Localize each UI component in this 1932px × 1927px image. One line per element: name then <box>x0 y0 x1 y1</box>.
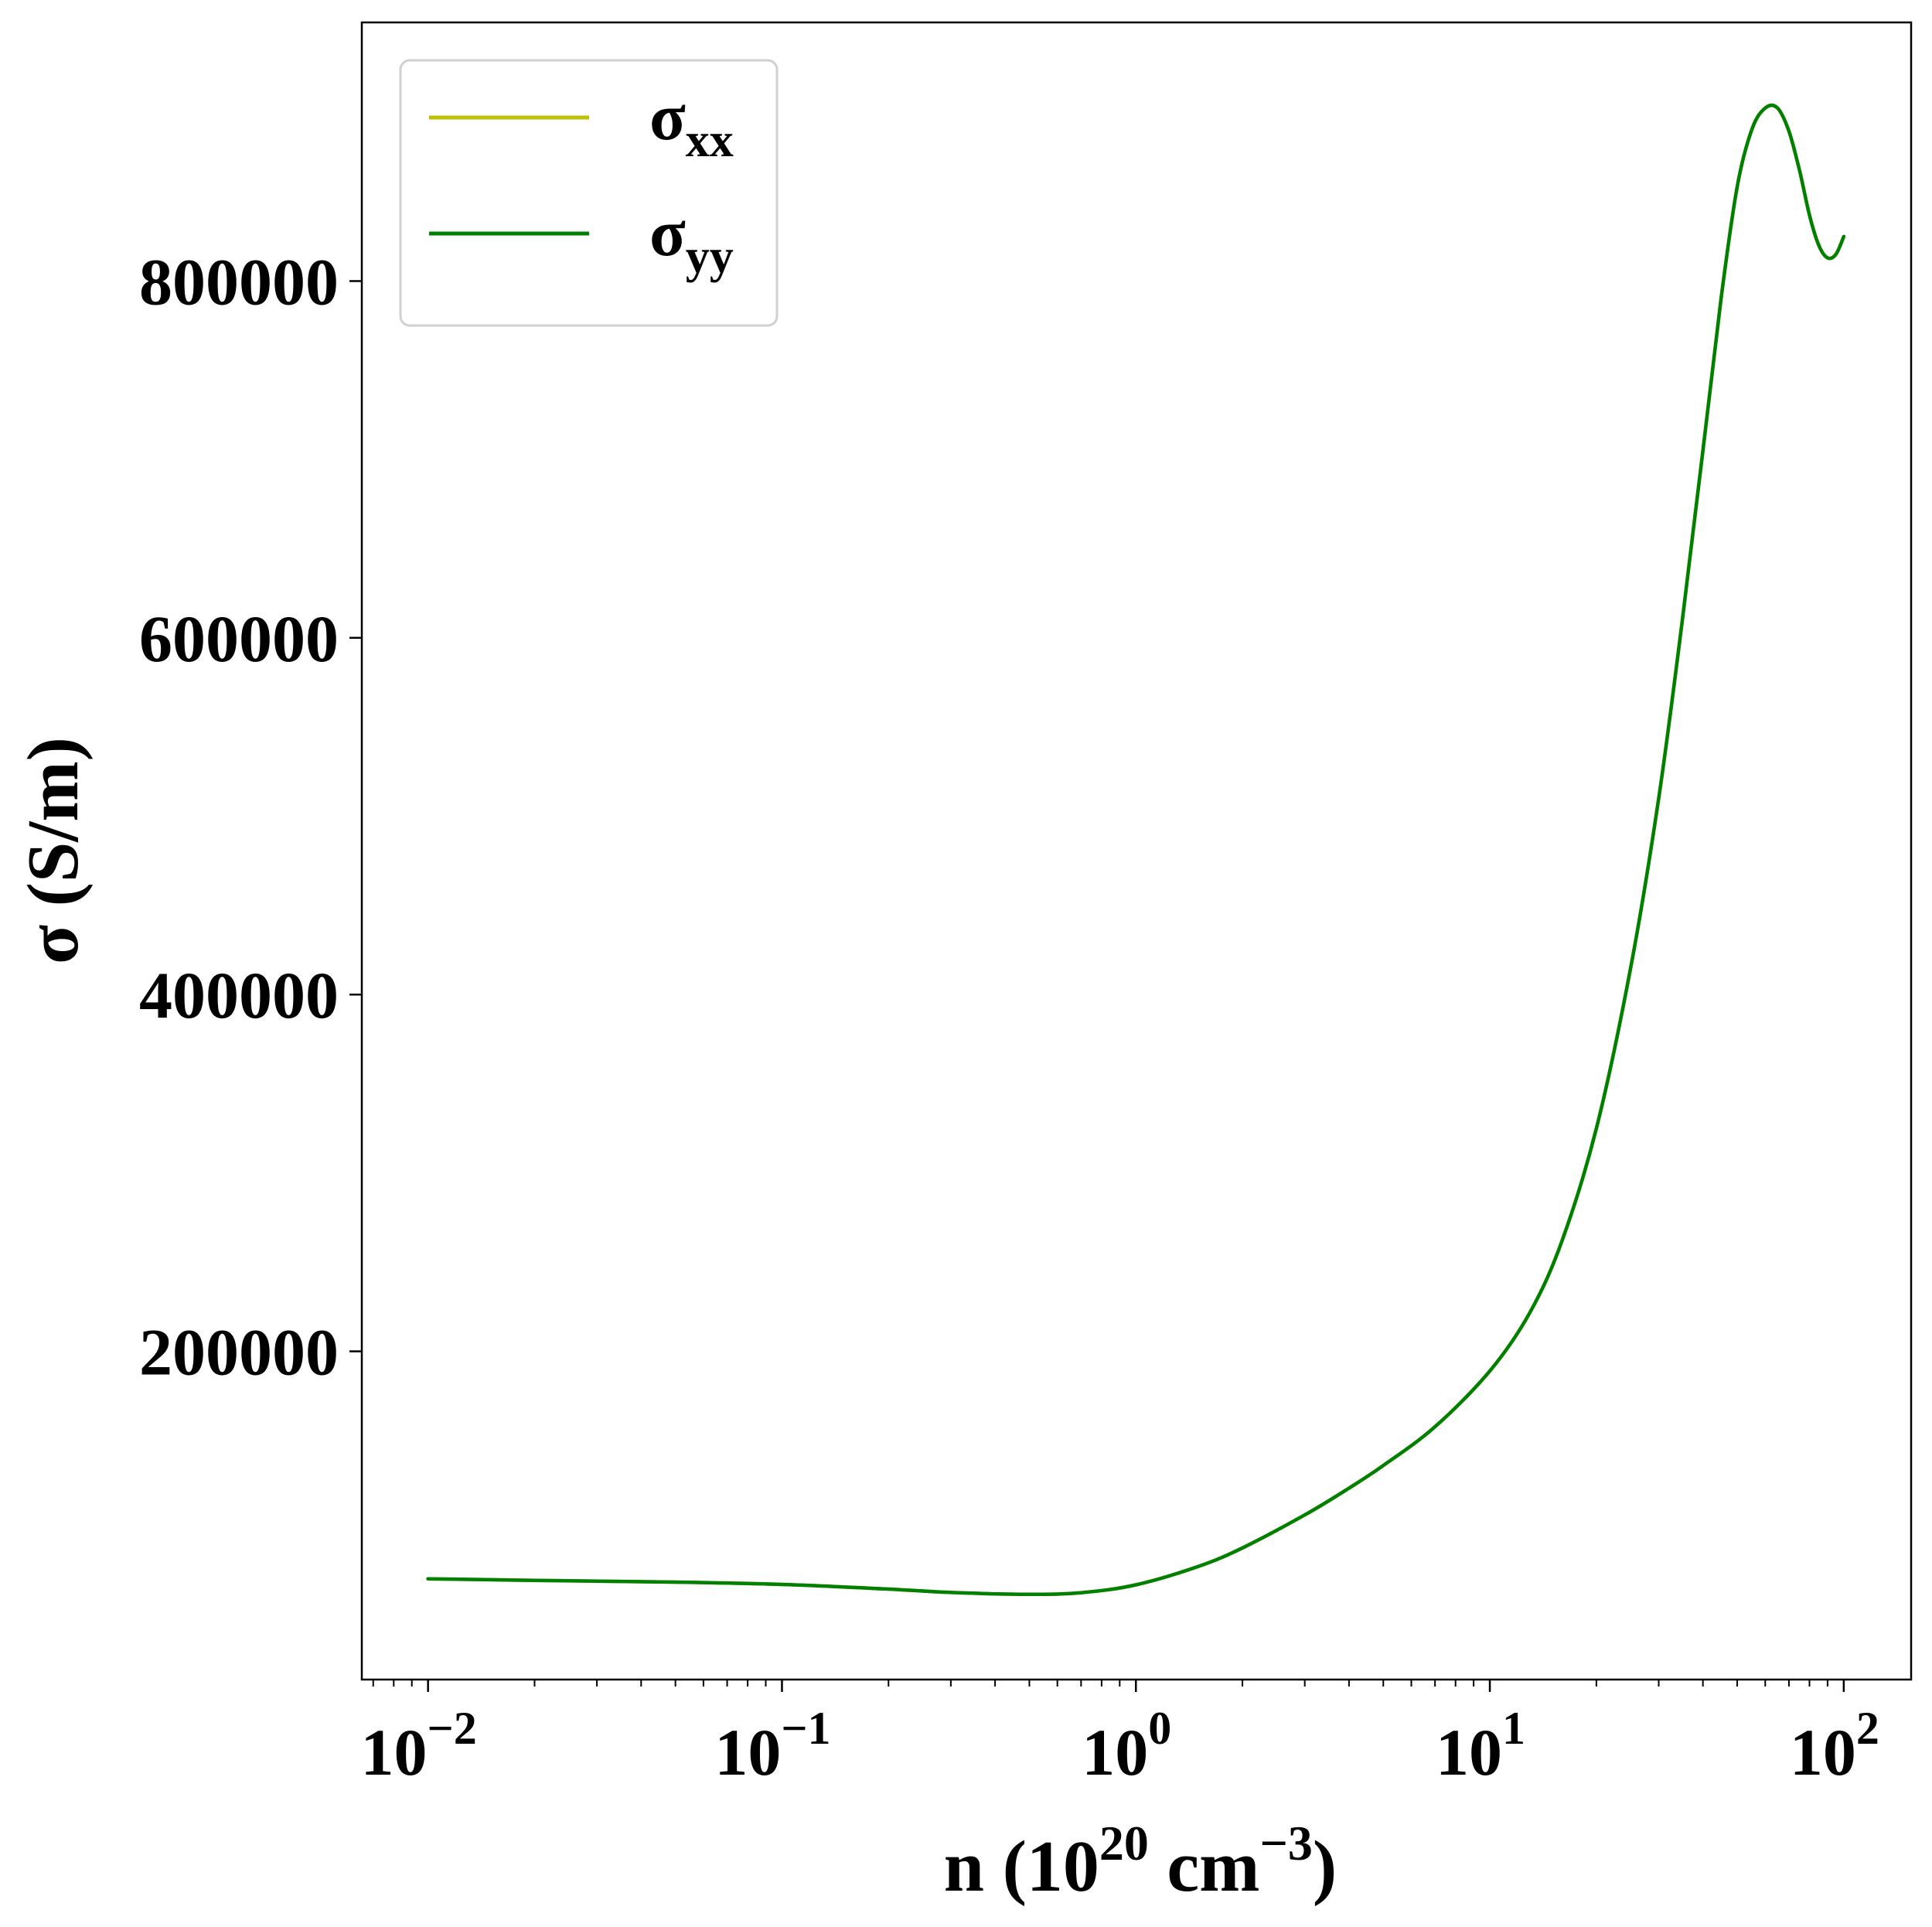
x-tick-label-exponent: 2 <box>1856 1703 1879 1754</box>
x-axis-label-close: ) <box>1313 1826 1337 1907</box>
x-tick-label-exponent: −2 <box>428 1703 477 1754</box>
legend-label-sigma-yy-subscript: yy <box>686 230 734 283</box>
x-tick-label: 101 <box>1436 1703 1525 1789</box>
x-tick-label-base: 10 <box>1790 1715 1856 1789</box>
y-tick-label: 800000 <box>139 244 339 319</box>
x-tick-label-exponent: 1 <box>1502 1703 1525 1754</box>
legend-label-sigma-xx-subscript: xx <box>686 114 734 167</box>
y-axis-label: σ (S/m) <box>13 737 94 964</box>
y-tick-label: 600000 <box>139 602 339 676</box>
legend-box <box>399 59 779 327</box>
x-tick-label-exponent: −1 <box>781 1703 830 1754</box>
x-tick-label-base: 10 <box>714 1715 781 1789</box>
x-tick-label: 10−2 <box>361 1703 477 1789</box>
x-axis-label: n (1020 cm−3) <box>944 1816 1337 1907</box>
x-tick-label: 10−1 <box>714 1703 830 1789</box>
legend-label-sigma-xx-symbol: σ <box>649 80 686 154</box>
series-line-sigma-yy <box>426 103 1846 1596</box>
x-axis-label-exponent-20: 20 <box>1099 1816 1149 1871</box>
y-tick-label: 400000 <box>139 958 339 1032</box>
x-axis-label-exponent-minus-3: −3 <box>1259 1816 1312 1871</box>
x-axis-ticks: 10−2 10−1 100 101 102 <box>361 1680 1879 1789</box>
y-tick-label: 200000 <box>139 1315 339 1390</box>
legend-label-sigma-yy: σyy <box>649 196 734 283</box>
legend: σxx σyy <box>399 59 779 327</box>
x-tick-label-base: 10 <box>361 1715 428 1789</box>
x-axis-label-unit: cm <box>1149 1826 1260 1907</box>
legend-label-sigma-xx: σxx <box>649 80 734 167</box>
x-minor-ticks <box>372 1680 1828 1687</box>
x-tick-label-base: 10 <box>1082 1715 1148 1789</box>
plot-frame <box>360 21 1913 1681</box>
y-axis-ticks: 200000 400000 600000 800000 <box>139 244 362 1390</box>
x-tick-label: 100 <box>1082 1703 1171 1789</box>
x-tick-label-exponent: 0 <box>1148 1703 1171 1754</box>
x-tick-label: 102 <box>1790 1703 1879 1789</box>
x-tick-label-base: 10 <box>1436 1715 1502 1789</box>
legend-label-sigma-yy-symbol: σ <box>649 196 686 270</box>
series-lines <box>426 103 1846 1596</box>
x-axis-label-base: n (10 <box>944 1826 1099 1907</box>
